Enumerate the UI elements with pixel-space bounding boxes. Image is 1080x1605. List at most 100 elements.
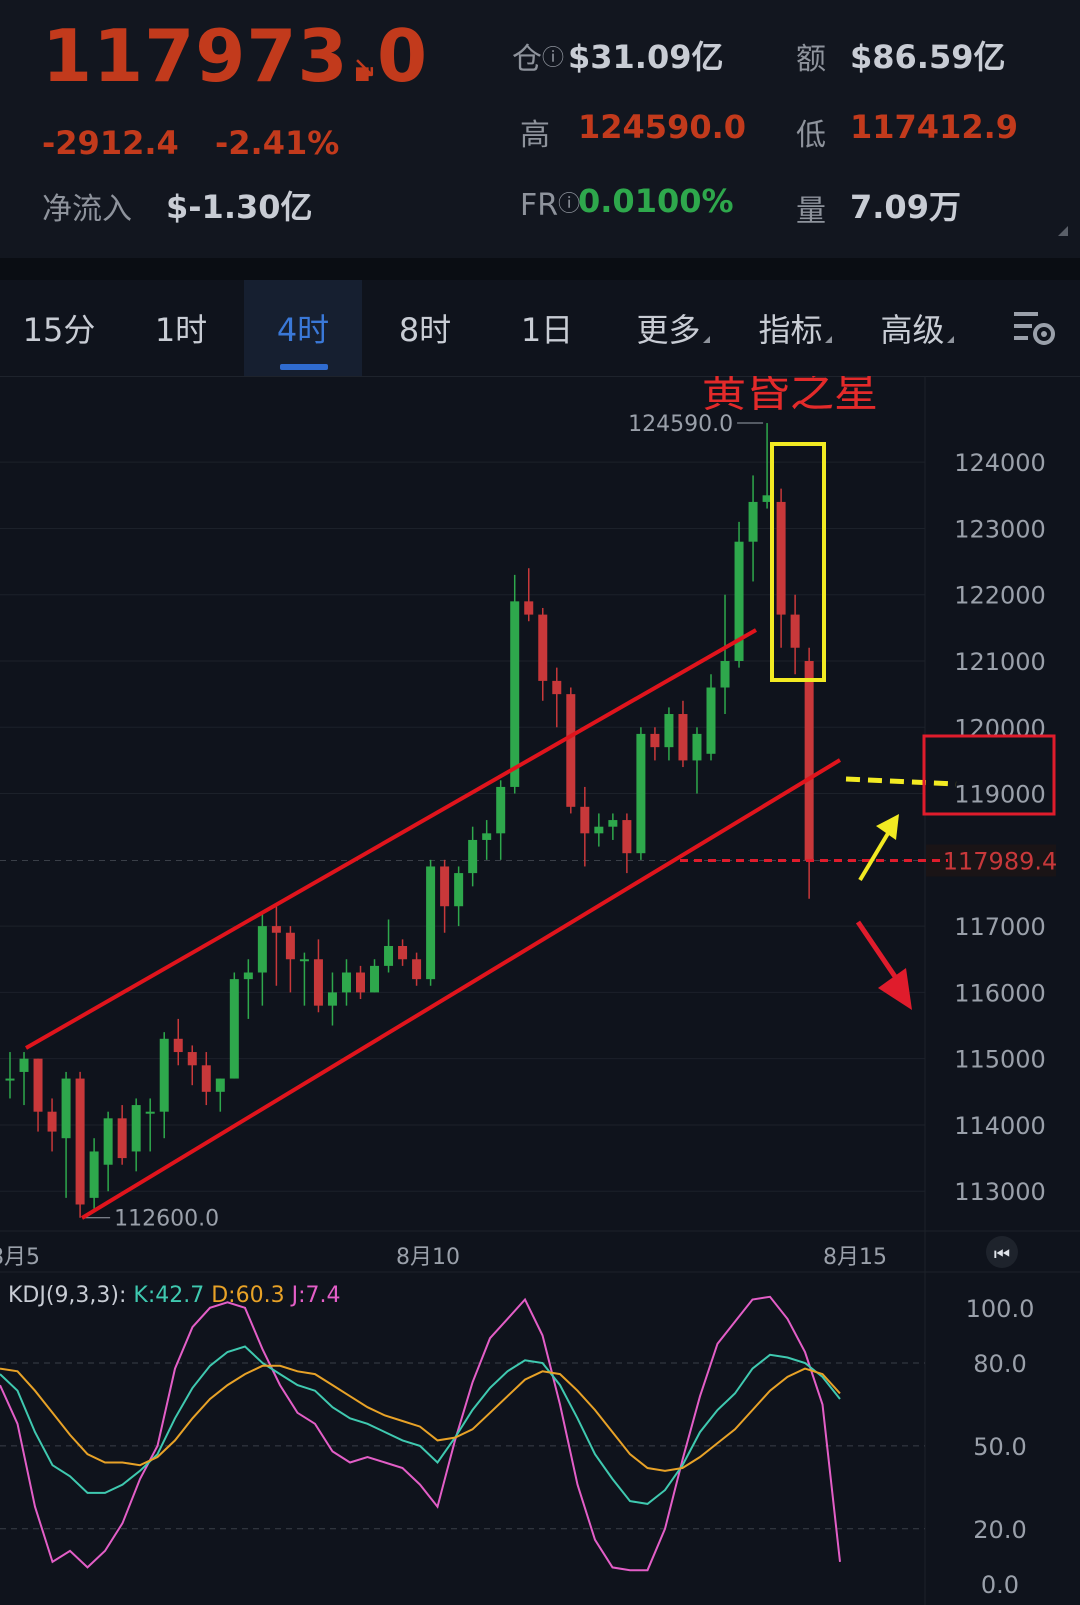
candle-body bbox=[454, 873, 464, 907]
funding-rate-label: FRⓘ bbox=[520, 188, 581, 223]
price-chart[interactable]: 124000 123000 122000 121000 120000 119000 1170… bbox=[0, 376, 1080, 1605]
candle-body bbox=[341, 972, 351, 993]
candle-body bbox=[47, 1111, 57, 1132]
candle-body bbox=[285, 932, 295, 960]
candle-body bbox=[187, 1052, 197, 1066]
funding-rate-value: 0.0100% bbox=[578, 182, 734, 220]
candle-body bbox=[327, 992, 337, 1006]
candle-body bbox=[426, 866, 436, 980]
price-change: -2912.4 bbox=[42, 124, 179, 162]
high-marker-label: 124590.0 bbox=[628, 412, 733, 437]
channel-upper-line bbox=[25, 628, 757, 1050]
ticker-header: 117973.0 ↘ -2912.4 -2.41% 净流入 $-1.30亿 仓ⓘ… bbox=[0, 0, 1080, 258]
kdj-legend-item: KDJ(9,3,3): bbox=[8, 1283, 133, 1308]
candle-body bbox=[271, 926, 281, 933]
last-price: 117973.0 bbox=[42, 14, 429, 98]
time-axis: 8月5 8月10 8月15 ⏮ bbox=[0, 1236, 1018, 1270]
help-icon[interactable]: ⓘ bbox=[558, 192, 581, 217]
candle-body bbox=[734, 541, 744, 661]
low-value: 117412.9 bbox=[850, 108, 1019, 146]
dropdown-corner-icon bbox=[824, 335, 832, 343]
netflow-value: $-1.30亿 bbox=[166, 188, 313, 226]
candle-body bbox=[636, 733, 646, 854]
price-tick-label: 123000 bbox=[954, 515, 1046, 543]
kdj-tick-label: 20.0 bbox=[973, 1516, 1026, 1544]
candle-body bbox=[790, 614, 800, 648]
candle-body bbox=[748, 501, 758, 542]
candle-body bbox=[243, 972, 253, 980]
price-tick-label: 116000 bbox=[954, 979, 1046, 1007]
candle-body bbox=[257, 926, 267, 973]
price-tick-label: 121000 bbox=[954, 648, 1046, 676]
candles bbox=[5, 423, 814, 1218]
evening-star-box bbox=[770, 442, 826, 682]
kdj-panel: 100.0 80.0 50.0 20.0 0.0 KDJ(9,3,3): K:42.7 D… bbox=[0, 1283, 1034, 1599]
chart-settings-icon[interactable] bbox=[1010, 304, 1058, 352]
chart-grid bbox=[0, 376, 1080, 1605]
open-interest-value: $31.09亿 bbox=[568, 38, 724, 76]
tab-4h[interactable]: 4时 bbox=[244, 280, 362, 376]
candle-body bbox=[412, 959, 422, 980]
candle-body bbox=[89, 1151, 99, 1198]
low-label: 低 bbox=[796, 118, 826, 153]
candle-body bbox=[692, 733, 702, 761]
kdj-tick-label: 0.0 bbox=[981, 1571, 1019, 1599]
candle-body bbox=[145, 1111, 155, 1114]
volume-value: 7.09万 bbox=[850, 188, 961, 226]
candle-body bbox=[384, 946, 394, 966]
candle-body bbox=[33, 1058, 43, 1112]
candle-body bbox=[299, 959, 309, 962]
tab-indicators[interactable]: 指标 bbox=[736, 280, 854, 376]
dropdown-corner-icon bbox=[702, 335, 710, 343]
candle-body bbox=[173, 1038, 183, 1053]
candle-body bbox=[622, 820, 632, 854]
candle-body bbox=[75, 1078, 85, 1205]
candle-body bbox=[61, 1078, 71, 1139]
kdj-legend: KDJ(9,3,3): K:42.7 D:60.3 J:7.4 bbox=[8, 1283, 340, 1308]
divider bbox=[0, 258, 1080, 280]
time-tick-label: 8月10 bbox=[396, 1245, 460, 1270]
price-axis: 124000 123000 122000 121000 120000 119000 1170… bbox=[926, 449, 1057, 1206]
candle-body bbox=[229, 979, 239, 1079]
kdj-d-line bbox=[0, 1364, 841, 1472]
candle-body bbox=[103, 1118, 113, 1165]
candle-body bbox=[313, 959, 323, 1006]
netflow-label: 净流入 bbox=[42, 192, 132, 227]
tab-more[interactable]: 更多 bbox=[614, 280, 732, 376]
help-icon[interactable]: ⓘ bbox=[542, 46, 565, 71]
down-arrow-icon bbox=[878, 968, 912, 1010]
tab-8h[interactable]: 8时 bbox=[398, 311, 452, 349]
candle-body bbox=[468, 839, 478, 874]
price-change-pct: -2.41% bbox=[215, 124, 340, 162]
price-level-box bbox=[922, 734, 1056, 816]
candle-body bbox=[440, 866, 450, 907]
tab-15m[interactable]: 15分 bbox=[22, 311, 96, 349]
kdj-legend-item: D:60.3 bbox=[211, 1283, 291, 1308]
tab-advanced[interactable]: 高级 bbox=[858, 280, 976, 376]
scroll-to-latest-icon[interactable] bbox=[986, 1236, 1018, 1268]
high-label: 高 bbox=[520, 118, 550, 153]
tab-1h[interactable]: 1时 bbox=[154, 311, 208, 349]
price-tick-label: 119000 bbox=[954, 781, 1046, 809]
channel-lower-line bbox=[80, 758, 842, 1220]
candle-body bbox=[356, 972, 365, 993]
up-arrow-icon bbox=[876, 814, 899, 840]
turnover-label: 额 bbox=[796, 42, 826, 77]
price-tick-label: 124000 bbox=[954, 449, 1046, 477]
price-tick-label: 114000 bbox=[954, 1112, 1046, 1140]
candle-body bbox=[566, 694, 576, 807]
candle-body bbox=[720, 661, 730, 688]
candle-body bbox=[482, 833, 492, 840]
price-tick-label: 122000 bbox=[954, 582, 1046, 610]
kdj-legend-item: J:7.4 bbox=[290, 1283, 341, 1308]
candle-body bbox=[117, 1118, 127, 1159]
expand-corner-icon[interactable] bbox=[1058, 226, 1068, 236]
candle-body bbox=[776, 501, 786, 615]
candle-body bbox=[594, 826, 604, 834]
time-tick-label: 8月5 bbox=[0, 1245, 40, 1270]
dropdown-corner-icon bbox=[946, 335, 954, 343]
low-marker-label: 112600.0 bbox=[114, 1207, 219, 1232]
candle-body bbox=[398, 946, 408, 960]
candle-body bbox=[159, 1038, 169, 1112]
tab-1d[interactable]: 1日 bbox=[520, 311, 574, 349]
